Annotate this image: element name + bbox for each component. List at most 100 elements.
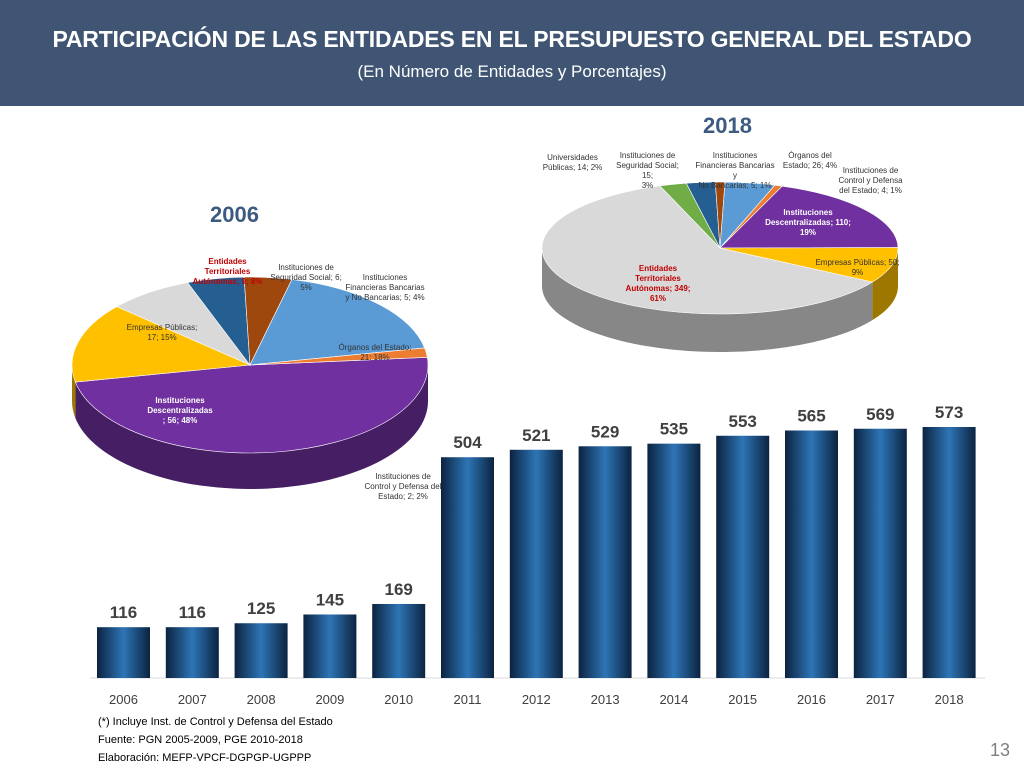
pie-2018-label-line: Empresas Públicas; 50; [815, 258, 900, 267]
footnotes: (*) Incluye Inst. de Control y Defensa d… [98, 713, 333, 767]
pie-2006-slice [249, 279, 426, 366]
pie-2018-label-0: Entidades Territoriales Autónomas; 349; 61% [613, 264, 703, 304]
bar-2009 [303, 614, 357, 678]
bar-value-label: 116 [179, 603, 206, 622]
pie-2018-label-line: 9% [851, 268, 864, 277]
pie-2006-label-line: Descentralizadas [147, 406, 213, 415]
pie-2006-label-line: 21; 18% [360, 353, 390, 362]
pie-2018-label-line: Universidades [547, 153, 598, 162]
pie-2006-slice [249, 347, 428, 366]
x-tick-label: 2013 [591, 692, 620, 707]
bar-value-label: 125 [247, 599, 275, 618]
pie-2018-slice [719, 185, 899, 249]
bar-2014 [647, 443, 701, 678]
pie-2018-label-line: Instituciones [712, 151, 758, 160]
pie-2006-label-2: Entidades Territoriales Autónomas; 9; 8% [190, 257, 265, 287]
pie-2006-label-1: Empresas Públicas; 17; 15% [107, 323, 217, 343]
bar-2013 [578, 446, 632, 678]
x-tick-label: 2010 [384, 692, 413, 707]
pie-2006-label-line: Financieras Bancarias [345, 283, 425, 292]
pie-2018-slice-side [542, 248, 873, 352]
bar-2018 [922, 427, 976, 678]
pie-2018-label-2: Instituciones de Seguridad Social; 15; 3% [610, 151, 685, 191]
x-tick-label: 2018 [935, 692, 964, 707]
bar-2008 [234, 623, 288, 678]
footnote-elaboration: Elaboración: MEFP-VPCF-DGPGP-UGPPP [98, 752, 312, 764]
pie-2018-label-line: Descentralizadas; 110; [765, 218, 851, 227]
pie-2006-slice-side [75, 365, 429, 489]
pie-2006-slice [74, 357, 429, 454]
x-tick-label: 2007 [178, 692, 207, 707]
pie-2018-label-line: del Estado; 4; 1% [839, 186, 902, 195]
pie-2006-label-4: Instituciones Financieras Bancarias y No B… [340, 273, 430, 303]
bar-2016 [785, 430, 838, 678]
header-banner [0, 0, 1024, 106]
pie-2006-label-line: Control y Defensa del [364, 482, 442, 491]
x-tick-label: 2015 [728, 692, 757, 707]
bar-2012 [509, 449, 563, 678]
x-tick-label: 2016 [797, 692, 826, 707]
pie-2018-label-1: Universidades Públicas; 14; 2% [540, 153, 605, 173]
pie-2006-label-line: Instituciones [362, 273, 408, 282]
pie-2018-label-6: Instituciones Descentralizadas; 110; 19% [758, 208, 858, 238]
pie-2006-label-0: Instituciones Descentralizadas; 56; 48% [130, 396, 230, 426]
x-tick-label: 2006 [109, 692, 138, 707]
bar-2017 [853, 428, 907, 678]
pie-2018-label-line: No Bancarias; 5; 1% [698, 181, 772, 190]
x-tick-label: 2017 [866, 692, 895, 707]
pie-2018-label-line: Estado; 26; 4% [782, 161, 838, 170]
x-tick-label: 2011 [454, 692, 482, 707]
bar-2006 [97, 627, 150, 678]
bar-2007 [165, 627, 219, 678]
pie-2018-slice [719, 247, 899, 283]
bar-value-label: 569 [866, 405, 894, 424]
x-tick-label: 2009 [315, 692, 344, 707]
pie-2018 [541, 181, 899, 352]
pie-2006-slice [71, 306, 252, 383]
pie-2018-label-line: Financieras Bancarias y [695, 161, 775, 180]
pie-2006-label-line: Instituciones [155, 396, 205, 405]
bar-value-label: 535 [660, 420, 688, 439]
bar-value-label: 529 [591, 422, 619, 441]
pie-2018-label-4: Órganos del Estado; 26; 4% [780, 151, 840, 171]
bar-2015 [716, 435, 770, 678]
bar-value-label: 553 [729, 412, 757, 431]
pie-2018-label-line: Territoriales [635, 274, 681, 283]
pie-2006-label-line: 17; 15% [147, 333, 177, 342]
pie-2006-label-line: Autónomas; 9; 8% [192, 277, 263, 286]
pie-2018-label-3: Instituciones Financieras Bancarias y No B… [695, 151, 775, 191]
x-tick-label: 2008 [247, 692, 276, 707]
pie-2018-label-line: Públicas; 14; 2% [542, 163, 603, 172]
bar-value-label: 145 [316, 590, 344, 609]
pie-2006-label-line: Seguridad Social; 6; [270, 273, 342, 282]
pie-2018-label-7: Empresas Públicas; 50; 9% [815, 258, 900, 278]
pie-2006-label-line: Entidades [208, 257, 247, 266]
bar-2011 [441, 457, 494, 678]
pie-2018-label-line: 61% [649, 294, 666, 303]
bar-value-label: 504 [453, 433, 482, 452]
pie-2006-label-line: Empresas Públicas; [126, 323, 198, 332]
pie-2018-label-line: Instituciones de [842, 166, 899, 175]
bar-value-label: 565 [797, 407, 825, 426]
pie-2018-label-line: Instituciones de [619, 151, 676, 160]
pie-2006-label-line: Instituciones de [278, 263, 334, 272]
pie-2006-label-line: Territoriales [204, 267, 251, 276]
pie-2018-label-5: Instituciones de Control y Defensa del Est… [838, 166, 903, 196]
page-number: 13 [989, 740, 1010, 760]
pie-2006-label-3: Instituciones de Seguridad Social; 6; 5% [266, 263, 346, 293]
pie-2006-label-line: ; 56; 48% [162, 416, 198, 425]
pie-2006-title: 2006 [210, 202, 259, 227]
pie-2018-label-line: Entidades [638, 264, 678, 273]
pie-2018-title: 2018 [703, 113, 752, 138]
page-title: PARTICIPACIÓN DE LAS ENTIDADES EN EL PRE… [52, 26, 972, 52]
bar-value-label: 169 [385, 580, 413, 599]
footnote-source: Fuente: PGN 2005-2009, PGE 2010-2018 [98, 734, 303, 746]
x-tick-label: 2012 [522, 692, 551, 707]
pie-2018-label-line: Control y Defensa [838, 176, 903, 185]
pie-2018-slice [541, 185, 874, 315]
pie-2018-label-line: Instituciones [783, 208, 833, 217]
pie-2006-slice-side [72, 365, 76, 419]
pie-2018-label-line: Órganos del [788, 151, 832, 160]
pie-2018-label-line: 19% [799, 228, 816, 237]
